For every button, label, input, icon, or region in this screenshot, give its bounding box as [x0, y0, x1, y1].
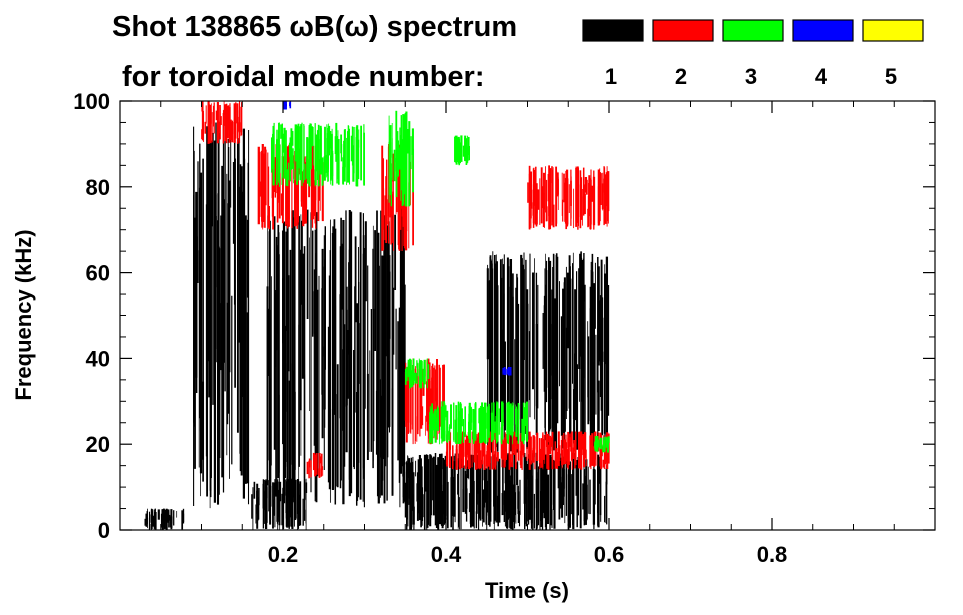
- axis-ticks: 0 20 40 60 80 100 0.2 0.4 0.6 0.8: [73, 89, 935, 567]
- y-tick-label: 100: [73, 89, 110, 114]
- chart-title: Shot 138865 ωB(ω) spectrum: [112, 11, 517, 43]
- y-tick-label: 40: [86, 346, 110, 371]
- legend-label-n2: 2: [675, 64, 687, 89]
- x-tick-label: 0.2: [268, 542, 299, 567]
- x-tick-label: 0.6: [594, 542, 625, 567]
- legend-swatch-n3: [722, 19, 784, 42]
- mode-1-region-6: [486, 251, 610, 453]
- y-tick-label: 80: [86, 175, 110, 200]
- y-tick-label: 0: [98, 518, 110, 543]
- mode-2-region-3: [306, 452, 324, 479]
- y-tick-label: 60: [86, 261, 110, 286]
- mode-3-region-6: [594, 436, 610, 453]
- y-axis-label: Frequency (kHz): [11, 229, 36, 400]
- legend-swatch-n2: [652, 19, 714, 42]
- x-tick-label: 0.8: [757, 542, 788, 567]
- mode-3-region-3: [404, 358, 430, 389]
- mode-4-region-1: [283, 101, 292, 110]
- x-tick-label: 0.4: [431, 542, 462, 567]
- legend-swatch-n5: [862, 19, 924, 42]
- legend-label-n4: 4: [815, 64, 828, 89]
- mode-1-region-2: [193, 122, 250, 509]
- legend-swatch-n1: [582, 19, 644, 42]
- mode-2-region-1: [201, 101, 243, 144]
- legend-label-n5: 5: [885, 64, 897, 89]
- legend-label-n1: 1: [605, 64, 617, 89]
- spectrogram-marks: [144, 101, 610, 530]
- legend-swatch-n4: [792, 19, 854, 42]
- mode-1-region-5: [404, 452, 608, 530]
- mode-3-region-5: [454, 135, 470, 166]
- mode-4-region-2: [502, 367, 512, 376]
- chart-subtitle: for toroidal mode number:: [122, 61, 485, 93]
- y-tick-label: 20: [86, 432, 110, 457]
- x-axis-label: Time (s): [485, 578, 569, 603]
- mode-3-region-1: [270, 122, 365, 187]
- legend: 1 2 3 4 5: [582, 19, 924, 89]
- mode-3-region-4: [429, 401, 529, 445]
- legend-label-n3: 3: [745, 64, 757, 89]
- mode-2-region-7: [527, 165, 610, 230]
- mode-3-region-2: [388, 110, 415, 207]
- mode-1-region-4: [266, 208, 406, 508]
- mode-1-region-1: [144, 508, 185, 530]
